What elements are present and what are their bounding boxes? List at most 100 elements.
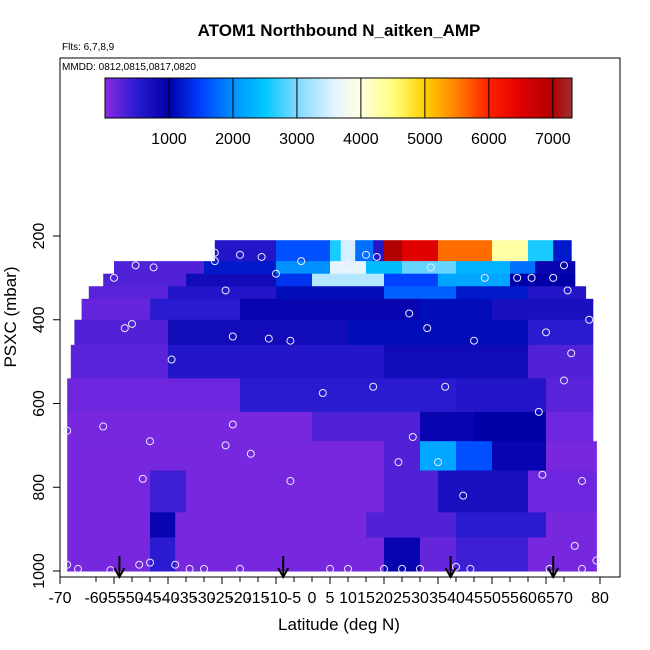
colorbar-gradient — [104, 77, 573, 119]
heatmap-cell — [546, 441, 597, 471]
sample-point — [563, 286, 572, 295]
sample-point — [344, 564, 352, 573]
heatmap-cell — [214, 240, 277, 262]
x-tick-label: 35 — [429, 590, 447, 607]
x-tick-label: 60 — [519, 590, 537, 607]
heatmap-cell — [402, 240, 439, 262]
sample-point — [63, 560, 72, 569]
y-tick-label: 1000 — [31, 553, 48, 589]
sample-point — [167, 355, 176, 364]
sample-point — [423, 324, 432, 333]
y-tick-label: 800 — [31, 474, 48, 501]
heatmap-cell — [150, 512, 176, 538]
x-tick-label: -60 — [84, 590, 107, 607]
heatmap-cell — [474, 411, 547, 442]
heatmap-cell — [492, 298, 594, 321]
chart-title: ATOM1 Northbound N_aitken_AMP — [198, 21, 481, 40]
heatmap-cell — [204, 261, 277, 275]
heatmap-cell — [456, 441, 493, 471]
heatmap-cells — [67, 240, 597, 572]
x-axis-label: Latitude (deg N) — [278, 615, 400, 634]
sample-points — [63, 248, 601, 575]
x-tick-label: 20 — [375, 590, 393, 607]
heatmap-cell — [546, 378, 594, 413]
sample-point — [138, 474, 147, 483]
sample-point — [470, 336, 478, 345]
heatmap-cell — [384, 273, 439, 287]
sample-point — [513, 273, 522, 282]
sample-point — [567, 349, 576, 358]
heatmap-cell — [330, 240, 342, 262]
heatmap-cell — [67, 378, 241, 413]
heatmap-cell — [553, 240, 572, 262]
sample-point — [578, 476, 586, 485]
heatmap-cell — [175, 512, 367, 538]
sample-point — [297, 257, 306, 266]
heatmap-cell — [240, 298, 421, 321]
sample-point — [344, 257, 352, 266]
sample-point — [527, 273, 536, 282]
heatmap-cell — [340, 240, 356, 262]
heatmap-cell — [186, 470, 385, 513]
heatmap-cell — [70, 344, 169, 379]
sample-point — [99, 422, 108, 431]
heatmap-cell — [456, 286, 529, 300]
sample-point — [120, 324, 129, 333]
x-tick-label: 45 — [465, 590, 483, 607]
plot-frame — [59, 57, 621, 578]
sample-point — [74, 564, 82, 573]
sample-point — [272, 269, 280, 278]
sample-point — [110, 273, 118, 282]
heatmap-cell — [384, 344, 529, 379]
colorbar-ticks: 1000 2000 3000 4000 5000 6000 7000 — [151, 78, 571, 148]
sample-point — [585, 315, 594, 324]
sample-point — [369, 382, 378, 391]
heatmap-cell — [402, 261, 457, 275]
x-tick-label: 50 — [483, 590, 501, 607]
heatmap-cell — [420, 441, 457, 471]
heatmap-cell — [384, 441, 421, 471]
x-tick-label: 55 — [501, 590, 519, 607]
heatmap-cell — [528, 286, 587, 300]
sample-point — [480, 273, 489, 282]
heatmap-cell — [103, 273, 187, 287]
sample-point — [146, 437, 154, 446]
sample-point — [416, 564, 424, 573]
heatmap-cell — [546, 512, 597, 538]
heatmap-cell — [114, 261, 205, 275]
sample-point — [146, 558, 154, 567]
colorbar-tick-label: 1000 — [151, 131, 187, 148]
sample-point — [246, 449, 255, 458]
sample-point — [405, 309, 414, 318]
heatmap-cell — [456, 261, 511, 275]
sample-point — [560, 261, 568, 270]
heatmap-cell — [546, 411, 594, 442]
sample-point — [434, 458, 442, 467]
heatmap-cell — [384, 537, 421, 572]
heatmap-cell — [456, 537, 529, 572]
x-tick-label: 10 — [339, 590, 357, 607]
sample-point — [398, 564, 406, 573]
x-tick-label: -45 — [138, 590, 161, 607]
y-axis-label: PSXC (mbar) — [1, 266, 20, 367]
colorbar-tick-label: 4000 — [343, 131, 379, 148]
x-tick-label: -70 — [48, 590, 71, 607]
heatmap-cell — [366, 512, 457, 538]
heatmap-cell — [528, 470, 597, 513]
sample-point — [459, 491, 468, 500]
heatmap-cell — [88, 286, 169, 300]
sample-point — [426, 263, 435, 272]
sample-point — [131, 261, 140, 270]
sample-point — [236, 564, 244, 573]
heatmap-cell — [438, 273, 511, 287]
heatmap-cell — [373, 240, 385, 262]
heatmap-cell — [240, 378, 457, 413]
heatmap-cell — [168, 286, 277, 300]
y-tick-label: 400 — [31, 306, 48, 333]
x-tick-label: -55 — [102, 590, 125, 607]
heatmap-cell — [67, 441, 385, 471]
heatmap-cell — [510, 273, 576, 287]
heatmap-cell — [67, 411, 313, 442]
sample-point — [286, 336, 295, 345]
